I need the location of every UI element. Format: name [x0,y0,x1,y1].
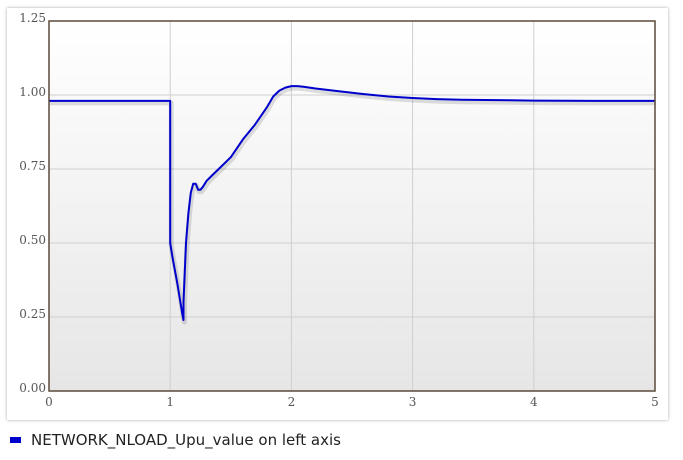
chart-panel: 0 1 2 3 4 5 0.00 0.25 0.50 0.75 1.00 1.25 [7,8,668,420]
y-tick-label: 1.00 [19,85,46,99]
y-tick-label: 0.50 [19,233,46,247]
y-tick-label: 1.25 [19,11,46,25]
x-tick-label: 2 [288,395,296,409]
y-tick-label: 0.00 [19,381,46,395]
legend: NETWORK_NLOAD_Upu_value on left axis [10,430,341,450]
y-tick-label: 0.25 [19,307,46,321]
x-tick-label: 4 [530,395,538,409]
plot-area [49,21,655,391]
x-tick-label: 1 [166,395,174,409]
legend-swatch [10,437,21,443]
x-tick-label: 0 [45,395,53,409]
y-tick-label: 0.75 [19,159,46,173]
plot-border [48,20,656,392]
x-tick-label: 3 [409,395,417,409]
legend-label: NETWORK_NLOAD_Upu_value on left axis [31,431,341,449]
line-chart: 0 1 2 3 4 5 0.00 0.25 0.50 0.75 1.00 1.25 [19,11,659,409]
x-tick-label: 5 [651,395,659,409]
series-line [49,85,655,321]
series-line-shadow [50,85,656,325]
